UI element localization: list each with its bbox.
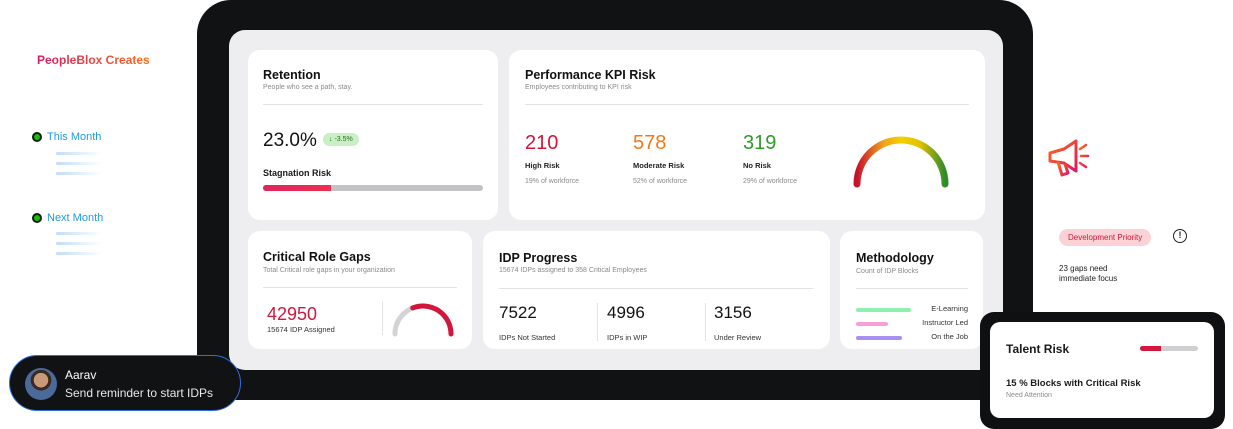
retention-card[interactable]: Retention People who see a path, stay. 2… <box>248 50 498 220</box>
idp-under-review: 3156 Under Review <box>714 303 761 342</box>
progress-fill <box>263 185 332 191</box>
method-on-the-job: On the Job <box>856 332 968 342</box>
stagnation-label: Stagnation Risk <box>263 168 332 178</box>
period-label: This Month <box>47 131 102 143</box>
idp-value: 7522 <box>499 303 537 322</box>
risk-gauge <box>853 136 949 188</box>
delta-badge: ↓ -3.5% <box>323 133 359 146</box>
divider <box>263 287 457 288</box>
card-subtitle: Total Critical role gaps in your organiz… <box>263 267 395 274</box>
card-subtitle: People who see a path, stay. <box>263 84 353 91</box>
kpi-sub: 52% of workforce <box>633 178 688 185</box>
kpi-no-risk: 319 No Risk 29% of workforce <box>743 132 797 185</box>
card-title: Performance KPI Risk <box>525 68 656 82</box>
stagnation-progress-bar <box>263 185 483 191</box>
method-e-learning: E-Learning <box>856 304 968 314</box>
critical-role-gaps-card[interactable]: Critical Role Gaps Total Critical role g… <box>248 231 472 349</box>
kpi-sub: 29% of workforce <box>743 178 798 185</box>
retention-value: 23.0% <box>263 130 317 151</box>
method-label: E-Learning <box>931 304 968 313</box>
period-next-month[interactable]: Next Month <box>34 212 103 224</box>
legend-line-icon <box>856 308 911 312</box>
card-subtitle: 15674 IDPs assigned to 358 Critical Empl… <box>499 267 647 274</box>
gaps-sub: 15674 IDP Assigned <box>267 325 335 334</box>
period-label: Next Month <box>47 212 104 224</box>
idp-value: 3156 <box>714 303 752 322</box>
methodology-card[interactable]: Methodology Count of IDP Blocks E-Learni… <box>840 231 983 349</box>
card-title: Retention <box>263 68 321 82</box>
idp-progress-card[interactable]: IDP Progress 15674 IDPs assigned to 358 … <box>483 231 830 349</box>
status-dot-icon <box>34 134 40 140</box>
divider <box>597 303 598 341</box>
avatar <box>25 368 57 400</box>
talent-risk-bar <box>1140 346 1198 351</box>
kpi-label: No Risk <box>743 161 771 170</box>
kpi-value: 578 <box>633 132 667 154</box>
card-subtitle: Employees contributing to KPI risk <box>525 84 632 91</box>
card-title: Methodology <box>856 251 934 265</box>
reminder-name: Aarav <box>65 368 97 382</box>
info-icon[interactable]: ! <box>1173 229 1187 243</box>
period-placeholder-lines <box>56 152 102 182</box>
period-this-month[interactable]: This Month <box>34 131 101 143</box>
idp-label: IDPs Not Started <box>499 333 556 342</box>
priority-note: 23 gaps need immediate focus <box>1059 264 1118 283</box>
idp-label: IDPs in WIP <box>607 333 648 342</box>
talent-risk-card[interactable]: Talent Risk 15 % Blocks with Critical Ri… <box>990 322 1214 418</box>
progress-fill <box>1140 346 1162 351</box>
gaps-gauge <box>392 303 454 337</box>
kpi-high-risk: 210 High Risk 19% of workforce <box>525 132 579 185</box>
card-subtitle: Count of IDP Blocks <box>856 268 919 275</box>
talent-risk-line: 15 % Blocks with Critical Risk <box>1006 378 1141 389</box>
divider <box>499 288 813 289</box>
kpi-moderate-risk: 578 Moderate Risk 52% of workforce <box>633 132 687 185</box>
legend-line-icon <box>856 336 902 340</box>
gaps-value: 42950 <box>267 304 318 324</box>
kpi-value: 319 <box>743 132 777 154</box>
idp-in-wip: 4996 IDPs in WIP <box>607 303 647 342</box>
legend-line-icon <box>856 322 888 326</box>
reminder-message: Send reminder to start IDPs <box>65 386 214 400</box>
method-label: On the Job <box>931 332 968 341</box>
kpi-label: High Risk <box>525 161 560 170</box>
brand-title: PeopleBlox Creates <box>37 53 150 67</box>
card-title: Critical Role Gaps <box>263 250 371 264</box>
card-title: Talent Risk <box>1006 342 1070 356</box>
divider <box>382 301 383 335</box>
period-placeholder-lines <box>56 232 102 262</box>
divider <box>856 288 968 289</box>
card-title: IDP Progress <box>499 251 578 265</box>
idp-label: Under Review <box>714 333 762 342</box>
development-priority-badge[interactable]: Development Priority <box>1059 229 1152 246</box>
talent-risk-sub: Need Attention <box>1006 392 1052 399</box>
kpi-value: 210 <box>525 132 559 154</box>
kpi-risk-card[interactable]: Performance KPI Risk Employees contribut… <box>509 50 985 220</box>
kpi-sub: 19% of workforce <box>525 178 580 185</box>
megaphone-icon <box>1048 139 1090 177</box>
idp-value: 4996 <box>607 303 645 322</box>
reminder-toast[interactable]: Aarav Send reminder to start IDPs <box>9 355 241 411</box>
divider <box>705 303 706 341</box>
method-label: Instructor Led <box>922 318 968 327</box>
divider <box>263 104 483 105</box>
status-dot-icon <box>34 215 40 221</box>
divider <box>525 104 969 105</box>
method-instructor-led: Instructor Led <box>856 318 968 328</box>
idp-not-started: 7522 IDPs Not Started <box>499 303 555 342</box>
kpi-label: Moderate Risk <box>633 161 685 170</box>
